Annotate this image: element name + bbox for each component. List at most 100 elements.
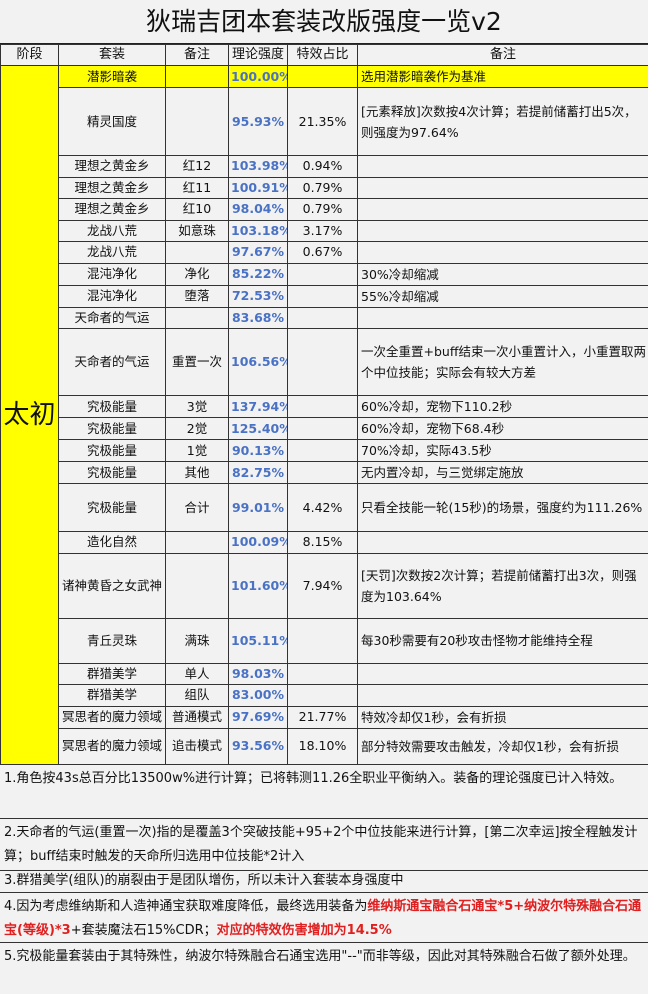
effect-ratio-cell (288, 263, 358, 285)
remark-cell: 红12 (166, 156, 229, 178)
remark-cell: 重置一次 (166, 329, 229, 396)
effect-ratio-cell: 21.77% (288, 706, 358, 728)
strength-cell: 105.11% (229, 618, 288, 663)
note-cell: 无内置冷却，与三觉绑定施放 (358, 462, 648, 484)
table-header-row: 阶段 套装 备注 理论强度 特效占比 备注 (1, 45, 648, 66)
remark-cell: 如意珠 (166, 220, 229, 242)
remark-cell: 1觉 (166, 440, 229, 462)
stage-cell: 太初 (1, 66, 59, 765)
effect-ratio-cell: 0.67% (288, 242, 358, 264)
footnote-4: 4.因为考虑维纳斯和人造神通宝获取难度降低，最终选用装备为维纳斯通宝融合石通宝*… (0, 893, 648, 943)
header-strength: 理论强度 (229, 45, 288, 66)
set-name-cell: 究极能量 (59, 418, 166, 440)
note-cell: 60%冷却，宠物下110.2秒 (358, 396, 648, 418)
header-remark: 备注 (166, 45, 229, 66)
set-name-cell: 究极能量 (59, 396, 166, 418)
strength-cell: 99.01% (229, 484, 288, 532)
note-cell (358, 307, 648, 329)
note-cell: [元素释放]次数按4次计算；若提前储蓄打出5次，则强度为97.64% (358, 88, 648, 156)
effect-ratio-cell: 3.17% (288, 220, 358, 242)
remark-cell (166, 553, 229, 618)
note-cell: 每30秒需要有20秒攻击怪物才能维持全程 (358, 618, 648, 663)
remark-cell: 追击模式 (166, 728, 229, 764)
effect-ratio-cell (288, 66, 358, 88)
remark-cell: 普通模式 (166, 706, 229, 728)
remark-cell: 净化 (166, 263, 229, 285)
strength-cell: 97.69% (229, 706, 288, 728)
effect-ratio-cell (288, 329, 358, 396)
remark-cell: 堕落 (166, 285, 229, 307)
set-name-cell: 混沌净化 (59, 285, 166, 307)
note-cell: 70%冷却，实际43.5秒 (358, 440, 648, 462)
strength-cell: 106.56% (229, 329, 288, 396)
strength-cell: 100.91% (229, 177, 288, 199)
footnotes: 1.角色按43s总百分比13500w%进行计算；已将韩测11.26全职业平衡纳入… (0, 765, 648, 994)
set-name-cell: 冥思者的魔力领域 (59, 728, 166, 764)
effect-ratio-cell (288, 462, 358, 484)
set-name-cell: 天命者的气运 (59, 307, 166, 329)
footnote-2: 2.天命者的气运(重置一次)指的是覆盖3个突破技能+95+2个中位技能来进行计算… (0, 819, 648, 871)
note-cell: 一次全重置+buff结束一次小重置计入，小重置取两个中位技能；实际会有较大方差 (358, 329, 648, 396)
footnote-4-text: 4.因为考虑维纳斯和人造神通宝获取难度降低，最终选用装备为 (4, 899, 367, 914)
set-name-cell: 理想之黄金乡 (59, 156, 166, 178)
set-name-cell: 潜影暗袭 (59, 66, 166, 88)
note-cell: 选用潜影暗袭作为基准 (358, 66, 648, 88)
strength-cell: 90.13% (229, 440, 288, 462)
effect-ratio-cell: 4.42% (288, 484, 358, 532)
set-strength-table: 阶段 套装 备注 理论强度 特效占比 备注 太初潜影暗袭 100.00% 选用潜影暗… (0, 44, 648, 765)
effect-ratio-cell (288, 618, 358, 663)
note-cell (358, 156, 648, 178)
table-row: 天命者的气运 83.68% (1, 307, 648, 329)
effect-ratio-cell: 7.94% (288, 553, 358, 618)
effect-ratio-cell (288, 285, 358, 307)
effect-ratio-cell: 0.79% (288, 199, 358, 221)
strength-cell: 83.00% (229, 685, 288, 707)
set-name-cell: 究极能量 (59, 440, 166, 462)
note-cell: 60%冷却，宠物下68.4秒 (358, 418, 648, 440)
set-name-cell: 群猎美学 (59, 685, 166, 707)
set-name-cell: 天命者的气运 (59, 329, 166, 396)
strength-cell: 100.00% (229, 66, 288, 88)
strength-cell: 103.18% (229, 220, 288, 242)
remark-cell: 红11 (166, 177, 229, 199)
header-note: 备注 (358, 45, 648, 66)
strength-cell: 100.09% (229, 532, 288, 554)
effect-ratio-cell (288, 396, 358, 418)
effect-ratio-cell: 18.10% (288, 728, 358, 764)
remark-cell: 合计 (166, 484, 229, 532)
strength-cell: 72.53% (229, 285, 288, 307)
set-name-cell: 造化自然 (59, 532, 166, 554)
footnote-5: 5.究极能量套装由于其特殊性，纳波尔特殊融合石通宝选用"--"而非等级，因此对其… (0, 943, 648, 994)
strength-cell: 85.22% (229, 263, 288, 285)
strength-cell: 125.40% (229, 418, 288, 440)
effect-ratio-cell: 0.94% (288, 156, 358, 178)
note-cell: [天罚]次数按2次计算；若提前储蓄打出3次，则强度为103.64% (358, 553, 648, 618)
note-cell (358, 199, 648, 221)
set-name-cell: 理想之黄金乡 (59, 177, 166, 199)
header-set: 套装 (59, 45, 166, 66)
effect-ratio-cell (288, 440, 358, 462)
note-cell (358, 663, 648, 685)
remark-cell: 其他 (166, 462, 229, 484)
note-cell: 只看全技能一轮(15秒)的场景，强度约为111.26% (358, 484, 648, 532)
note-cell: 30%冷却缩减 (358, 263, 648, 285)
set-name-cell: 龙战八荒 (59, 242, 166, 264)
effect-ratio-cell (288, 663, 358, 685)
strength-cell: 95.93% (229, 88, 288, 156)
strength-cell: 83.68% (229, 307, 288, 329)
remark-cell: 3觉 (166, 396, 229, 418)
note-cell: 特效冷却仅1秒，会有折损 (358, 706, 648, 728)
note-cell (358, 532, 648, 554)
